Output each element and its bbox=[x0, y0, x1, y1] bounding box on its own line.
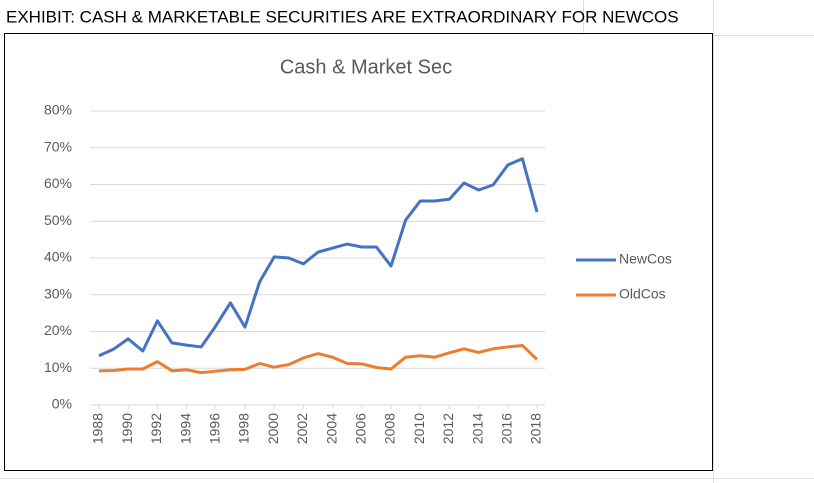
x-tick-label: 2012 bbox=[440, 413, 456, 444]
sheet-title: EXHIBIT: CASH & MARKETABLE SECURITIES AR… bbox=[6, 7, 679, 26]
y-tick-label: 40% bbox=[44, 249, 72, 265]
y-tick-label: 80% bbox=[44, 102, 72, 118]
y-tick-label: 10% bbox=[44, 359, 72, 375]
x-tick-label: 1994 bbox=[177, 413, 193, 444]
y-tick-label: 20% bbox=[44, 322, 72, 338]
y-tick-label: 50% bbox=[44, 212, 72, 228]
x-tick-label: 2008 bbox=[382, 413, 398, 444]
x-tick-label: 1990 bbox=[119, 413, 135, 444]
x-tick-label: 2018 bbox=[528, 413, 544, 444]
x-tick-label: 1988 bbox=[90, 413, 106, 444]
x-tick-label: 1998 bbox=[236, 413, 252, 444]
x-tick-label: 2006 bbox=[353, 413, 369, 444]
x-tick-label: 2002 bbox=[294, 413, 310, 444]
x-tick-label: 2014 bbox=[469, 413, 485, 444]
y-tick-label: 30% bbox=[44, 285, 72, 301]
chart-title: Cash & Market Sec bbox=[280, 56, 452, 78]
series-line bbox=[98, 157, 539, 358]
x-tick-label: 2000 bbox=[265, 413, 281, 444]
chart-frame bbox=[4, 33, 713, 471]
legend-label: NewCos bbox=[619, 251, 672, 267]
x-tick-label: 1992 bbox=[148, 413, 164, 444]
x-tick-label: 1996 bbox=[207, 413, 223, 444]
y-tick-label: 60% bbox=[44, 175, 72, 191]
y-tick-label: 0% bbox=[52, 396, 72, 412]
x-tick-label: 2004 bbox=[323, 413, 339, 444]
series-line bbox=[98, 343, 539, 375]
y-tick-label: 70% bbox=[44, 138, 72, 154]
legend-label: OldCos bbox=[619, 286, 666, 302]
x-tick-label: 2016 bbox=[499, 413, 515, 444]
x-tick-label: 2010 bbox=[411, 413, 427, 444]
